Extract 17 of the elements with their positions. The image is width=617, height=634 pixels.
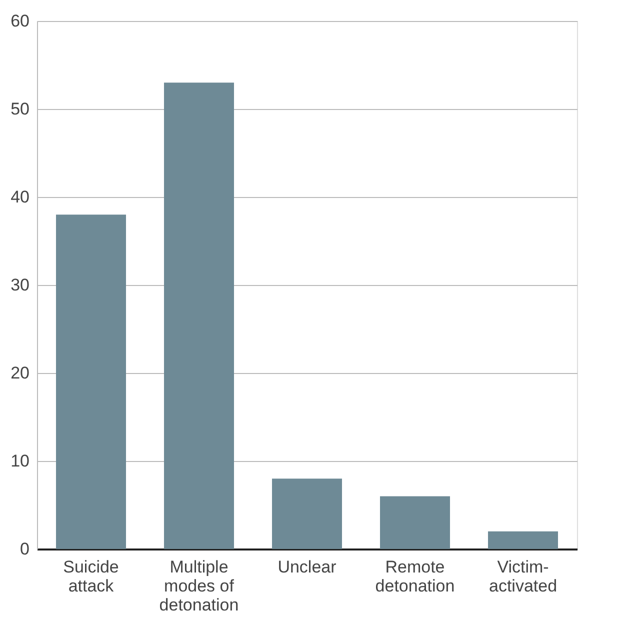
x-tick-label: Victim-activated: [488, 558, 558, 596]
y-tick-label: 50: [10, 100, 30, 118]
bar: [56, 214, 126, 549]
bar: [272, 478, 342, 549]
y-tick-label: 10: [10, 452, 30, 470]
bar: [488, 531, 558, 549]
y-tick-label: 0: [20, 540, 30, 558]
y-tick-label: 30: [10, 276, 30, 294]
x-tick-label: Suicide attack: [63, 558, 119, 596]
y-tick-label: 20: [10, 364, 30, 382]
x-tick-label: Unclear: [278, 558, 337, 576]
y-tick-label: 40: [10, 188, 30, 206]
bar: [164, 82, 234, 549]
x-tick-label: Multiple modes of detonation: [159, 558, 239, 614]
y-tick-label: 60: [10, 12, 30, 30]
x-tick-label: Remote detonation: [375, 558, 455, 596]
bar: [380, 496, 450, 549]
